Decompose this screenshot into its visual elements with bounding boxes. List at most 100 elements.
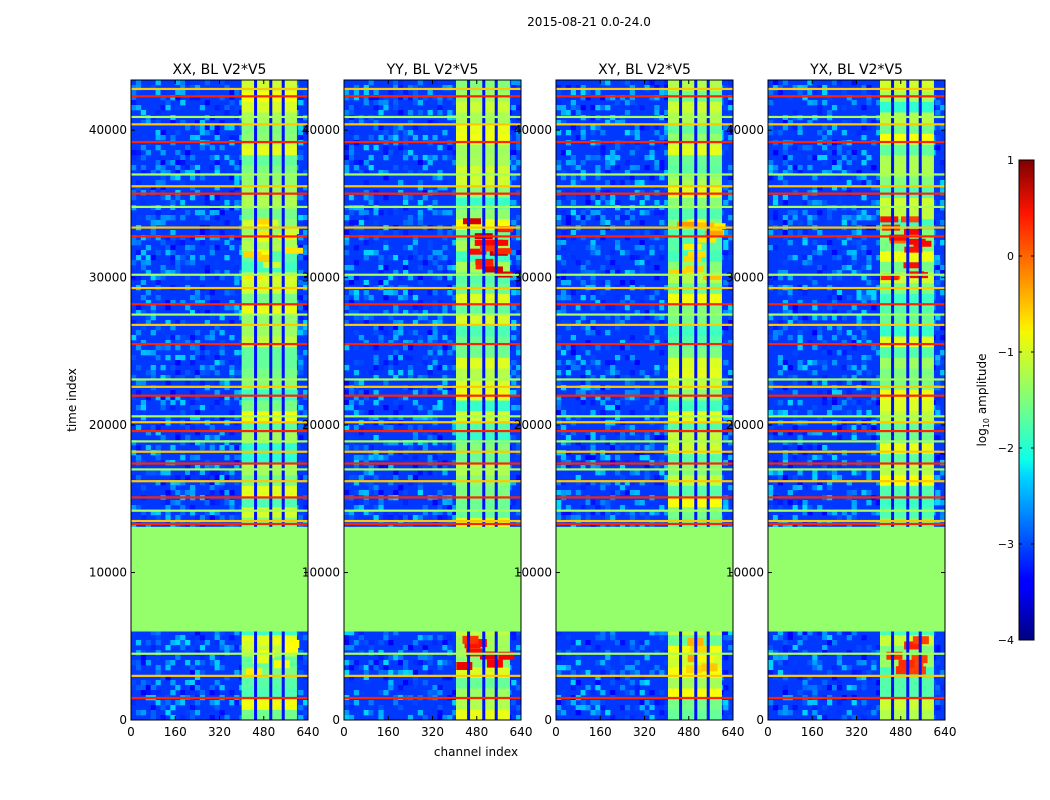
noise-cell bbox=[398, 485, 404, 491]
noise-cell bbox=[412, 700, 419, 706]
noise-cell bbox=[437, 705, 443, 711]
noise-cell bbox=[199, 215, 206, 221]
noise-cell bbox=[229, 300, 235, 306]
noise-cell bbox=[452, 480, 458, 486]
noise-cell bbox=[298, 195, 304, 201]
noise-cell bbox=[664, 110, 670, 116]
noise-cell bbox=[407, 95, 414, 101]
noise-cell bbox=[194, 680, 201, 686]
noise-cell bbox=[595, 195, 601, 201]
noise-cell bbox=[348, 475, 355, 481]
noise-cell bbox=[214, 700, 220, 706]
noise-cell bbox=[234, 235, 240, 241]
noise-cell bbox=[363, 320, 369, 326]
noise-cell bbox=[585, 350, 591, 356]
noise-cell bbox=[570, 230, 576, 236]
noise-cell bbox=[388, 275, 394, 281]
noise-cell bbox=[368, 410, 374, 416]
noise-cell bbox=[403, 150, 409, 156]
noise-cell bbox=[165, 160, 171, 166]
noise-cell bbox=[427, 245, 433, 251]
noise-cell bbox=[131, 440, 137, 446]
noise-cell bbox=[199, 255, 206, 261]
noise-cell bbox=[605, 255, 611, 261]
noise-cell bbox=[639, 265, 645, 271]
noise-cell bbox=[615, 490, 621, 496]
noise-cell bbox=[600, 500, 606, 506]
noise-cell bbox=[353, 380, 360, 386]
noise-cell bbox=[556, 490, 562, 496]
noise-cell bbox=[442, 220, 448, 226]
noise-cell bbox=[580, 85, 586, 91]
noise-cell bbox=[565, 490, 572, 496]
noise-cell bbox=[393, 80, 399, 86]
noise-cell bbox=[229, 90, 235, 96]
noise-cell bbox=[723, 230, 729, 236]
noise-cell bbox=[624, 220, 631, 226]
noise-cell bbox=[209, 685, 215, 691]
noise-cell bbox=[165, 355, 171, 361]
noise-cell bbox=[378, 455, 384, 461]
noise-cell bbox=[358, 475, 364, 481]
noise-cell bbox=[407, 170, 414, 176]
noise-cell bbox=[570, 100, 576, 106]
noise-cell bbox=[393, 305, 399, 311]
noise-cell bbox=[373, 90, 379, 96]
noise-cell bbox=[234, 90, 240, 96]
noise-cell bbox=[600, 300, 606, 306]
noise-cell bbox=[214, 360, 220, 366]
noise-cell bbox=[185, 170, 191, 176]
noise-cell bbox=[417, 80, 423, 86]
noise-cell bbox=[298, 705, 304, 711]
noise-cell bbox=[383, 145, 389, 151]
noise-cell bbox=[575, 520, 581, 526]
noise-cell bbox=[234, 200, 240, 206]
noise-cell bbox=[160, 185, 166, 191]
noise-cell bbox=[585, 260, 591, 266]
rfi-row bbox=[131, 115, 308, 119]
noise-cell bbox=[516, 170, 522, 176]
noise-cell bbox=[214, 520, 220, 526]
rfi-hot-spot bbox=[490, 239, 509, 246]
noise-cell bbox=[140, 310, 147, 316]
noise-cell bbox=[303, 515, 309, 521]
rfi-row bbox=[344, 342, 521, 346]
noise-cell bbox=[229, 445, 235, 451]
noise-cell bbox=[639, 155, 645, 161]
noise-cell bbox=[624, 110, 631, 116]
noise-cell bbox=[209, 445, 215, 451]
noise-cell bbox=[214, 640, 220, 646]
noise-cell bbox=[131, 165, 137, 171]
noise-cell bbox=[516, 280, 522, 286]
noise-cell bbox=[580, 305, 586, 311]
noise-cell bbox=[629, 490, 635, 496]
noise-cell bbox=[388, 440, 394, 446]
noise-cell bbox=[214, 630, 220, 636]
noise-cell bbox=[590, 240, 596, 246]
noise-cell bbox=[619, 320, 626, 326]
noise-cell bbox=[605, 180, 611, 186]
noise-cell bbox=[234, 275, 240, 281]
noise-cell bbox=[565, 465, 572, 471]
noise-cell bbox=[131, 375, 137, 381]
noise-cell bbox=[150, 715, 156, 721]
noise-cell bbox=[664, 485, 670, 491]
noise-cell bbox=[180, 340, 186, 346]
noise-cell bbox=[373, 375, 379, 381]
panel-xy: XY, BL V2*V5 0 160 320 480 64001000020000300… bbox=[514, 62, 745, 739]
noise-cell bbox=[442, 375, 448, 381]
noise-cell bbox=[427, 415, 433, 421]
noise-cell bbox=[585, 455, 591, 461]
noise-cell bbox=[654, 145, 660, 151]
noise-cell bbox=[214, 400, 220, 406]
noise-cell bbox=[639, 240, 645, 246]
noise-cell bbox=[363, 120, 369, 126]
noise-cell bbox=[383, 95, 389, 101]
noise-cell bbox=[595, 235, 601, 241]
noise-cell bbox=[373, 485, 379, 491]
noise-cell bbox=[427, 290, 433, 296]
noise-cell bbox=[560, 425, 567, 431]
noise-cell bbox=[165, 470, 171, 476]
noise-cell bbox=[654, 110, 660, 116]
noise-cell bbox=[422, 315, 428, 321]
